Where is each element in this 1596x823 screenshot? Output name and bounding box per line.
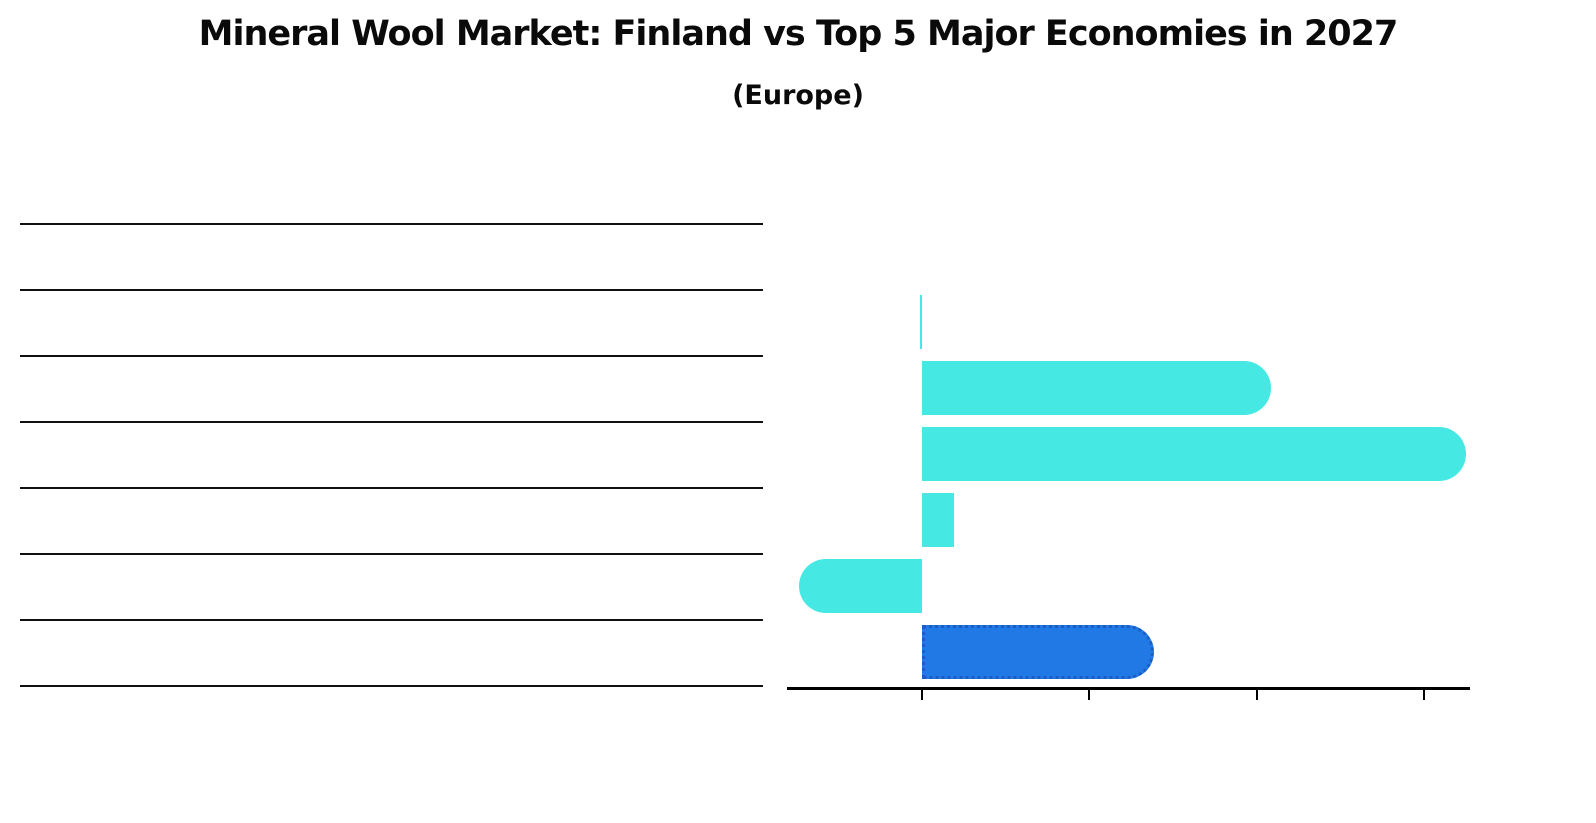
- x-axis-tick: [1255, 690, 1258, 700]
- bar-russia: [798, 559, 922, 613]
- bar-united-kingdom: [922, 361, 1272, 415]
- bar-germany: [920, 295, 922, 349]
- x-axis-tick: [1423, 690, 1426, 700]
- table-row-separator: [20, 487, 763, 489]
- table-row-separator: [20, 553, 763, 555]
- table-row-separator: [20, 289, 763, 291]
- table-row-separator: [20, 421, 763, 423]
- x-axis-line: [787, 687, 1470, 690]
- bar-finland: [922, 625, 1155, 679]
- chart-title: Mineral Wool Market: Finland vs Top 5 Ma…: [198, 14, 1399, 54]
- x-axis-tick: [1088, 690, 1091, 700]
- bar-italy: [922, 493, 954, 547]
- table-row-separator: [20, 619, 763, 621]
- x-axis-tick: [921, 690, 923, 700]
- bar-france: [922, 427, 1467, 481]
- table-row-separator: [20, 685, 763, 687]
- table-row-separator: [20, 223, 763, 225]
- table-row-separator: [20, 355, 763, 357]
- chart-subtitle: (Europe): [732, 80, 864, 111]
